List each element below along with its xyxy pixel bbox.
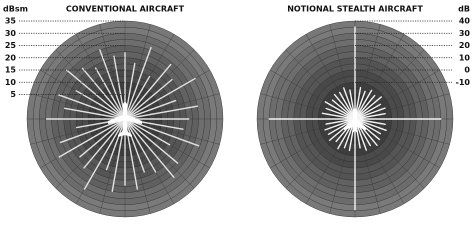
rcs-spike — [354, 118, 386, 126]
rcs-spike — [324, 101, 356, 120]
tick-label: 20 — [459, 41, 471, 50]
rcs-spike — [57, 93, 126, 120]
labels: CONVENTIONAL AIRCRAFT dBsm 5 10 15 20 25 30 35 NO… — [3, 5, 470, 100]
spoke — [124, 118, 195, 189]
rcs-spike — [354, 112, 386, 120]
rcs-spike — [124, 118, 179, 164]
spoke — [354, 118, 450, 145]
rcs-spike — [124, 77, 196, 120]
rcs-spike — [324, 118, 356, 131]
tick-label: 15 — [5, 66, 17, 75]
rcs-spike — [59, 118, 126, 144]
rcs-spike — [81, 67, 126, 120]
rcs-spike — [331, 99, 356, 120]
spoke — [260, 93, 356, 120]
chart-title: NOTIONAL STEALTH AIRCRAFT — [287, 5, 423, 14]
rcs-spike — [124, 78, 173, 120]
rcs-spike — [124, 75, 151, 120]
tick-label: 10 — [5, 78, 17, 87]
tick-label: 25 — [5, 41, 17, 50]
spoke — [329, 118, 356, 214]
spoke — [124, 49, 195, 120]
rcs-spike — [124, 46, 152, 120]
rcs-spike — [354, 103, 382, 120]
aircraft-icons — [108, 102, 366, 137]
rcs-spike — [333, 93, 356, 120]
fighter-icon — [344, 106, 366, 133]
axis-label: dBsm — [3, 5, 28, 14]
tick-label: 10 — [459, 53, 471, 62]
rcs-spike — [124, 118, 157, 173]
spoke — [329, 24, 356, 120]
tick-label: 20 — [5, 53, 17, 62]
rcs-spike — [124, 118, 175, 178]
chart-title: CONVENTIONAL AIRCRAFT — [66, 5, 185, 14]
rcs-spike — [354, 89, 373, 120]
spoke — [99, 24, 126, 120]
tick-label: 30 — [5, 29, 17, 38]
rcs-spike — [79, 118, 126, 158]
spoke — [354, 24, 381, 120]
tick-label: 40 — [459, 17, 471, 26]
tick-label: 5 — [10, 90, 16, 99]
rcs-spike — [105, 118, 126, 171]
tick-label: 0 — [464, 66, 470, 75]
rcs-spike — [325, 118, 356, 125]
rcs-spike — [124, 99, 177, 120]
spoke — [354, 118, 381, 214]
rcs-spike — [354, 96, 382, 120]
tick-label: -10 — [456, 78, 471, 87]
rcs-spike — [338, 91, 356, 120]
rcs-spike — [354, 118, 387, 132]
spoke — [354, 49, 425, 120]
spoke — [30, 93, 126, 120]
spoke — [55, 49, 126, 120]
axis-label: dB — [458, 5, 470, 14]
spoke — [55, 118, 126, 189]
rcs-spike — [354, 107, 386, 120]
rcs-spike — [124, 118, 171, 146]
rcs-spike — [63, 107, 126, 120]
rcs-spike — [111, 118, 126, 193]
figure: CONVENTIONAL AIRCRAFT dBsm 5 10 15 20 25 30 35 NO… — [3, 5, 470, 218]
rcs-spike — [321, 112, 356, 120]
rcs-spike — [124, 118, 139, 190]
spoke — [260, 118, 356, 145]
rcs-spike — [99, 49, 126, 120]
rcs-spike — [124, 105, 199, 120]
rcs-spike — [58, 118, 126, 158]
rcs-spike — [124, 63, 172, 120]
rcs-spike — [124, 118, 145, 173]
spoke — [285, 49, 356, 120]
spoke — [354, 93, 450, 120]
spoke — [354, 118, 425, 189]
airliner-icon — [108, 102, 142, 137]
spoke — [124, 93, 220, 120]
rcs-spike — [124, 118, 200, 147]
tick-label: 35 — [5, 17, 17, 26]
tick-label: 30 — [459, 29, 471, 38]
spoke — [124, 24, 151, 120]
rcs-spike — [354, 94, 376, 120]
rcs-spike — [83, 118, 126, 169]
rcs-spike — [83, 118, 126, 190]
spoke — [285, 118, 356, 189]
rcs-spike — [94, 67, 126, 120]
rcs-spike — [325, 107, 356, 120]
rcs-spike — [75, 90, 126, 120]
